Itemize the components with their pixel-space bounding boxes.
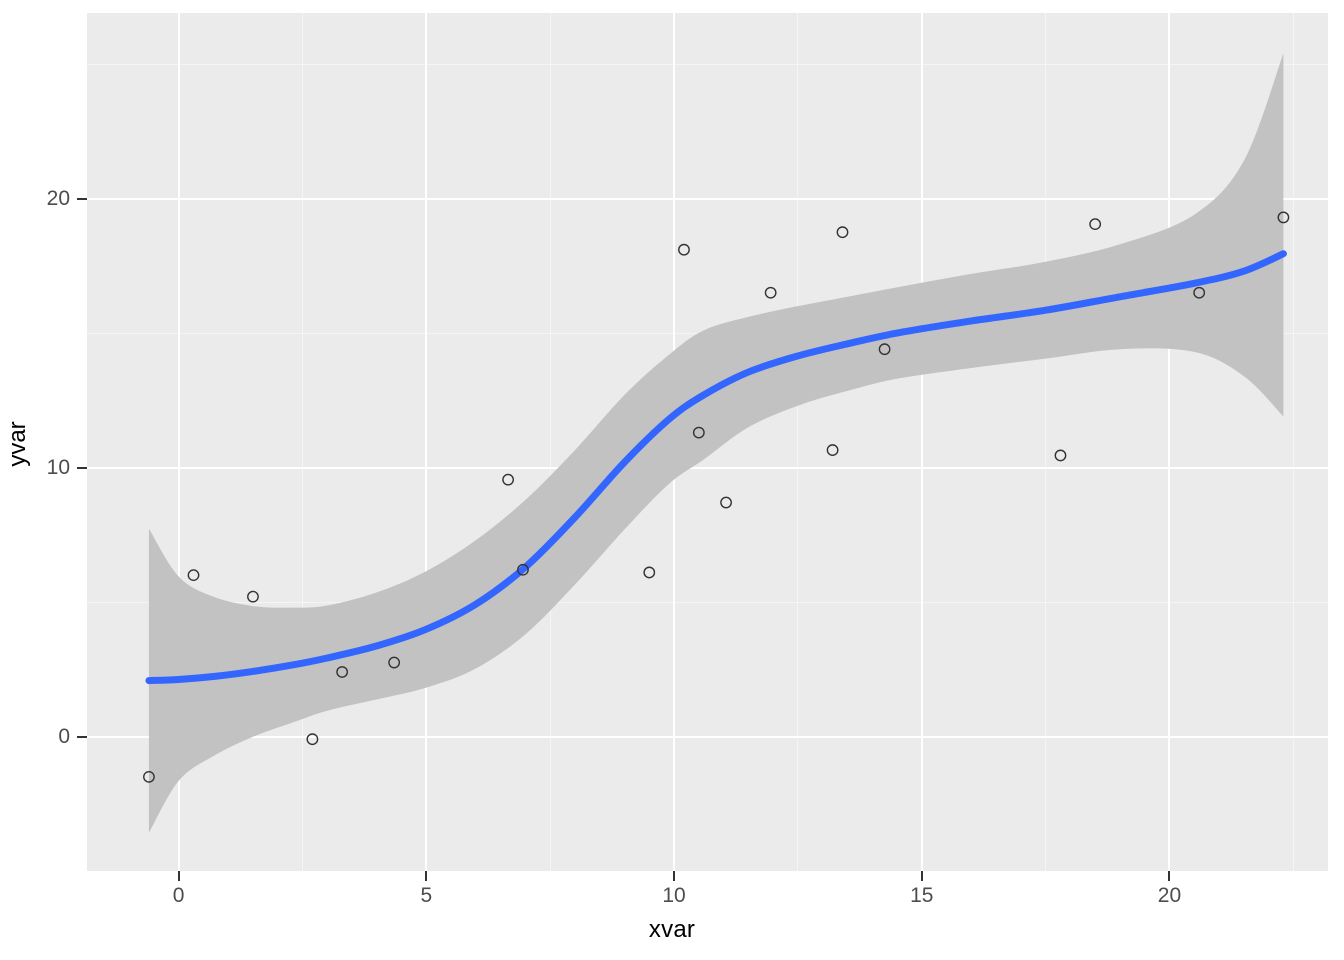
y-axis-title: yvar — [4, 421, 31, 467]
x-axis-title: xvar — [648, 916, 696, 943]
data-point — [836, 226, 849, 239]
data-point — [643, 566, 656, 579]
data-point — [1277, 211, 1290, 224]
y-tick-label: 20 — [46, 186, 70, 210]
x-tick-label: 20 — [1157, 884, 1182, 907]
grid-minor-x — [302, 13, 303, 871]
data-point — [247, 590, 259, 603]
grid-minor-x — [797, 13, 799, 871]
data-point — [502, 473, 514, 486]
x-tick-label: 0 — [172, 884, 185, 907]
grid-minor-x — [549, 13, 551, 871]
y-tick-mark — [77, 466, 87, 469]
data-point — [1193, 286, 1206, 299]
x-tick-mark — [1168, 871, 1171, 881]
data-point — [826, 444, 839, 456]
y-tick-label: 10 — [46, 455, 70, 479]
data-point — [517, 563, 529, 576]
x-tick-label: 5 — [420, 884, 433, 907]
grid-minor-y — [87, 63, 1328, 65]
data-point — [764, 286, 777, 299]
data-point — [878, 343, 891, 356]
grid-major-x — [1168, 13, 1171, 871]
x-tick-mark — [673, 871, 676, 881]
grid-major-y — [87, 197, 1328, 200]
data-point — [143, 770, 155, 783]
x-tick-mark — [920, 871, 923, 881]
grid-major-x — [920, 13, 923, 871]
plot-canvas — [143, 53, 1290, 833]
grid-major-y — [87, 466, 1328, 469]
data-point — [692, 426, 705, 439]
data-point — [388, 656, 401, 669]
y-tick-mark — [77, 197, 87, 200]
grid-minor-y — [87, 601, 1328, 603]
y-tick-mark — [77, 735, 87, 738]
plot-panel — [87, 13, 1328, 871]
data-point — [720, 496, 732, 509]
x-tick-label: 15 — [910, 884, 934, 907]
data-points — [143, 211, 1290, 783]
data-point — [306, 733, 319, 746]
y-tick-label: 0 — [58, 724, 70, 748]
x-tick-mark — [177, 871, 180, 881]
confidence-ribbon — [148, 53, 1284, 833]
grid-major-x — [425, 13, 428, 871]
data-point — [678, 243, 690, 256]
grid-minor-y — [87, 870, 1328, 871]
smooth-line — [145, 250, 1287, 685]
grid-major-x — [177, 13, 180, 871]
grid-minor-x — [1292, 13, 1294, 871]
data-point — [187, 569, 200, 582]
data-point — [1089, 218, 1102, 231]
data-point — [336, 666, 349, 678]
data-point — [1054, 449, 1067, 462]
grid-minor-x — [1045, 13, 1047, 871]
x-tick-mark — [425, 871, 428, 881]
grid-major-y — [87, 735, 1328, 738]
x-tick-label: 10 — [662, 884, 686, 907]
